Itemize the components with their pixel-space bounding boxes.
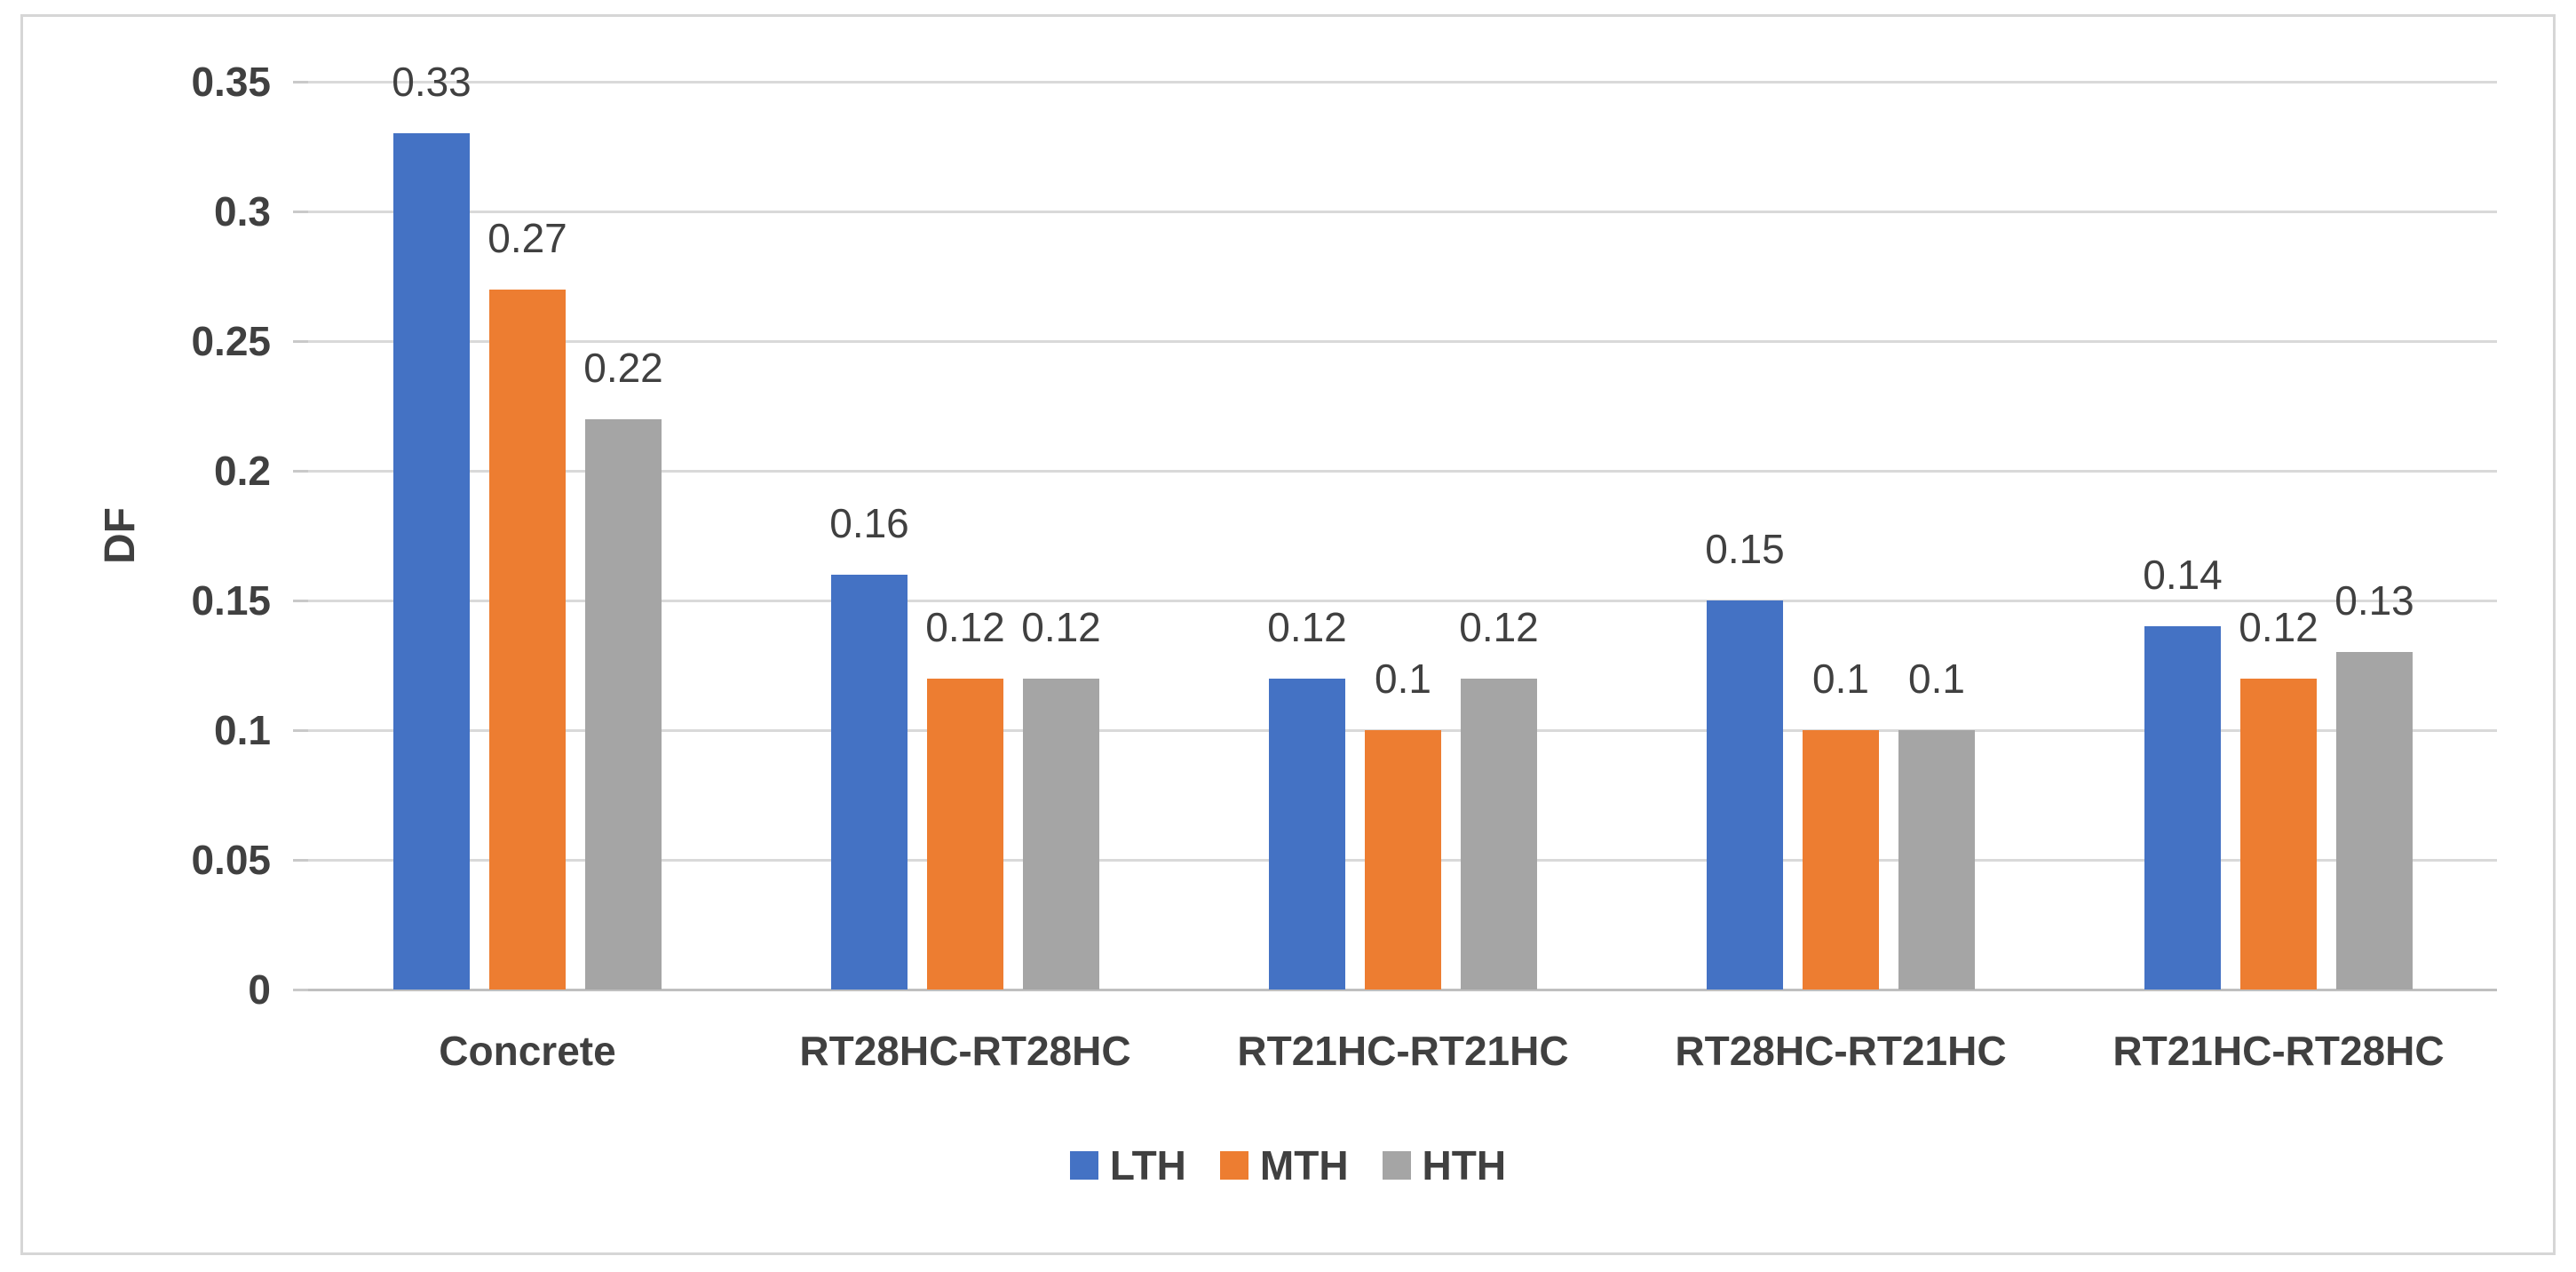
y-tick-mark-0.3 bbox=[293, 211, 308, 213]
legend-label-lth: LTH bbox=[1109, 1142, 1186, 1189]
y-tick-label-0.1: 0.1 bbox=[214, 707, 271, 753]
gridline-0.35 bbox=[308, 81, 2497, 83]
gridline-0.25 bbox=[308, 340, 2497, 343]
x-category-label-rt21hc-rt21hc: RT21HC-RT21HC bbox=[1237, 1028, 1569, 1074]
y-tick-label-0.35: 0.35 bbox=[191, 59, 271, 105]
bar-value-label-lth-rt21hc-rt21hc: 0.12 bbox=[1267, 604, 1347, 650]
bar-value-label-lth-rt21hc-rt28hc: 0.14 bbox=[2143, 552, 2223, 598]
y-tick-label-0.2: 0.2 bbox=[214, 448, 271, 494]
legend-label-mth: MTH bbox=[1259, 1142, 1349, 1189]
legend-item-lth: LTH bbox=[1069, 1139, 1186, 1192]
x-category-label-rt21hc-rt28hc: RT21HC-RT28HC bbox=[2112, 1028, 2445, 1074]
bar-lth-concrete bbox=[393, 133, 470, 990]
x-category-label-concrete: Concrete bbox=[439, 1028, 616, 1074]
legend: LTH MTH HTH bbox=[0, 1139, 2576, 1192]
y-tick-label-0.15: 0.15 bbox=[191, 577, 271, 624]
y-tick-mark-0.15 bbox=[293, 600, 308, 602]
bar-lth-rt28hc-rt21hc bbox=[1707, 600, 1783, 990]
bar-hth-rt28hc-rt21hc bbox=[1898, 730, 1975, 990]
y-tick-mark-0.05 bbox=[293, 859, 308, 862]
bar-value-label-lth-concrete: 0.33 bbox=[392, 59, 472, 105]
bar-value-label-hth-rt28hc-rt28hc: 0.12 bbox=[1021, 604, 1101, 650]
bar-mth-rt21hc-rt21hc bbox=[1365, 730, 1441, 990]
bar-hth-rt21hc-rt28hc bbox=[2336, 652, 2413, 990]
y-tick-label-0: 0 bbox=[248, 966, 271, 1013]
gridline-0.2 bbox=[308, 470, 2497, 473]
bar-value-label-lth-rt28hc-rt21hc: 0.15 bbox=[1705, 526, 1785, 572]
bar-hth-rt21hc-rt21hc bbox=[1461, 679, 1537, 990]
gridline-0.3 bbox=[308, 211, 2497, 213]
bar-value-label-mth-rt21hc-rt21hc: 0.1 bbox=[1375, 656, 1431, 702]
bar-hth-rt28hc-rt28hc bbox=[1023, 679, 1099, 990]
y-tick-mark-0.25 bbox=[293, 340, 308, 343]
bar-mth-concrete bbox=[489, 290, 566, 990]
bar-mth-rt28hc-rt28hc bbox=[927, 679, 1003, 990]
legend-label-hth: HTH bbox=[1422, 1142, 1507, 1189]
y-tick-mark-0.1 bbox=[293, 729, 308, 732]
legend-swatch-hth bbox=[1382, 1151, 1411, 1180]
legend-swatch-mth bbox=[1219, 1151, 1248, 1180]
y-tick-label-0.25: 0.25 bbox=[191, 318, 271, 364]
legend-item-hth: HTH bbox=[1382, 1139, 1507, 1192]
bar-mth-rt21hc-rt28hc bbox=[2240, 679, 2317, 990]
y-tick-mark-0.35 bbox=[293, 81, 308, 83]
x-category-label-rt28hc-rt21hc: RT28HC-RT21HC bbox=[1675, 1028, 2007, 1074]
bar-value-label-lth-rt28hc-rt28hc: 0.16 bbox=[829, 500, 909, 546]
gridline-0.15 bbox=[308, 600, 2497, 602]
bar-lth-rt21hc-rt28hc bbox=[2144, 626, 2221, 990]
y-tick-mark-0 bbox=[293, 989, 308, 991]
bar-value-label-mth-rt28hc-rt28hc: 0.12 bbox=[925, 604, 1005, 650]
y-tick-label-0.3: 0.3 bbox=[214, 188, 271, 235]
bar-mth-rt28hc-rt21hc bbox=[1803, 730, 1879, 990]
bar-value-label-mth-concrete: 0.27 bbox=[487, 215, 567, 261]
legend-swatch-lth bbox=[1069, 1151, 1098, 1180]
bar-lth-rt28hc-rt28hc bbox=[831, 575, 908, 990]
x-category-label-rt28hc-rt28hc: RT28HC-RT28HC bbox=[799, 1028, 1131, 1074]
x-axis-line bbox=[308, 989, 2497, 991]
bar-value-label-hth-rt21hc-rt21hc: 0.12 bbox=[1459, 604, 1539, 650]
bar-hth-concrete bbox=[585, 419, 662, 990]
y-tick-label-0.05: 0.05 bbox=[191, 837, 271, 883]
bar-value-label-mth-rt28hc-rt21hc: 0.1 bbox=[1812, 656, 1869, 702]
bar-value-label-hth-rt28hc-rt21hc: 0.1 bbox=[1908, 656, 1965, 702]
bar-value-label-hth-concrete: 0.22 bbox=[583, 345, 663, 391]
legend-item-mth: MTH bbox=[1219, 1139, 1349, 1192]
y-tick-mark-0.2 bbox=[293, 470, 308, 473]
bar-value-label-hth-rt21hc-rt28hc: 0.13 bbox=[2334, 577, 2414, 624]
bar-value-label-mth-rt21hc-rt28hc: 0.12 bbox=[2239, 604, 2318, 650]
bar-lth-rt21hc-rt21hc bbox=[1269, 679, 1345, 990]
